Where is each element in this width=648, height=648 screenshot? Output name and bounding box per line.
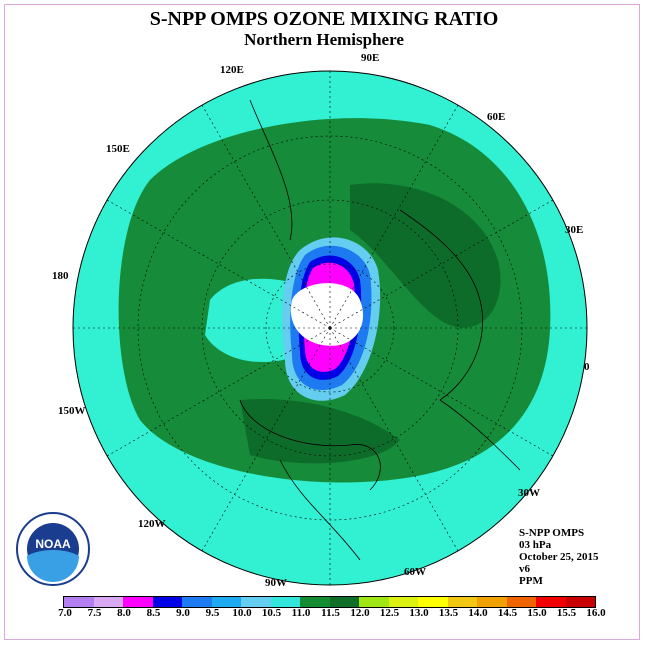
date-label: October 25, 2015 [519,551,599,563]
colorbar-swatch [93,597,123,607]
colorbar-swatch [536,597,566,607]
colorbar-tick-label: 14.5 [497,607,518,619]
lon-label-180: 180 [52,270,69,282]
lon-label-60e: 60E [487,111,505,123]
colorbar-tick-label: 16.0 [586,607,606,619]
instrument-label: S-NPP OMPS [519,527,585,539]
colorbar-swatch [477,597,507,607]
colorbar-swatch [241,597,271,607]
noaa-logo-icon: NOAA [16,512,90,586]
colorbar-swatch [418,597,448,607]
colorbar-swatch [182,597,212,607]
lon-label-90e: 90E [361,52,379,64]
no-data-polar-night [290,283,364,346]
lon-label-120e: 120E [220,64,244,76]
figure-frame [4,4,640,640]
lon-label-60w: 60W [404,566,426,578]
version-label: v6 [519,563,530,575]
lon-label-90w: 90W [265,577,287,589]
colorbar-tick-label: 13.0 [409,607,429,619]
colorbar-swatch [211,597,241,607]
colorbar-tick-label: 14.0 [468,607,488,619]
colorbar-swatch [506,597,536,607]
colorbar-swatch [64,597,94,607]
colorbar-swatch [565,597,595,607]
colorbar-tick-label: 7.0 [58,607,72,619]
colorbar-ticks: 7.0 7.5 8.0 8.5 9.0 9.5 10.0 10.5 11.0 11.5 12.0 12… [50,607,610,621]
colorbar-swatch [359,597,389,607]
colorbar-swatch [152,597,182,607]
noaa-logo-text: NOAA [35,537,71,551]
colorbar-swatch [388,597,418,607]
coastlines [239,99,521,561]
colorbar-tick-label: 8.0 [117,607,131,619]
lon-label-120w: 120W [138,518,166,530]
colorbar-tick-label: 13.5 [438,607,459,619]
lon-label-150e: 150E [106,143,130,155]
ozone-region-10-5-inner [205,278,300,363]
colorbar [63,596,596,608]
colorbar-tick-label: 12.5 [379,607,400,619]
colorbar-swatch [329,597,359,607]
info-block: S-NPP OMPS 03 hPa October 25, 2015 v6 PP… [519,527,599,587]
map-title: S-NPP OMPS OZONE MIXING RATIO [149,8,499,30]
units-label: PPM [519,575,543,587]
ozone-region-11-5-east [350,183,501,328]
graticule [73,71,587,585]
colorbar-tick-label: 7.5 [87,607,102,619]
pressure-level-label: 03 hPa [519,539,552,551]
colorbar-tick-label: 9.5 [205,607,220,619]
map-subtitle: Northern Hemisphere [244,30,404,49]
lon-label-0: 0 [584,361,590,373]
colorbar-tick-label: 8.5 [146,607,161,619]
colorbar-swatch [123,597,153,607]
colorbar-swatch [447,597,477,607]
lon-label-30e: 30E [565,224,583,236]
colorbar-tick-label: 11.0 [291,607,311,619]
colorbar-tick-label: 10.0 [232,607,252,619]
map-boundary [72,70,588,586]
colorbar-swatch [300,597,330,607]
colorbar-tick-label: 12.0 [350,607,370,619]
colorbar-tick-label: 11.5 [321,607,340,619]
lon-label-150w: 150W [58,405,86,417]
colorbar-tick-label: 15.0 [527,607,547,619]
colorbar-tick-label: 10.5 [261,607,282,619]
colorbar-tick-label: 9.0 [176,607,190,619]
colorbar-swatch [270,597,300,607]
lon-label-30w: 30W [518,487,540,499]
colorbar-tick-label: 15.5 [556,607,577,619]
